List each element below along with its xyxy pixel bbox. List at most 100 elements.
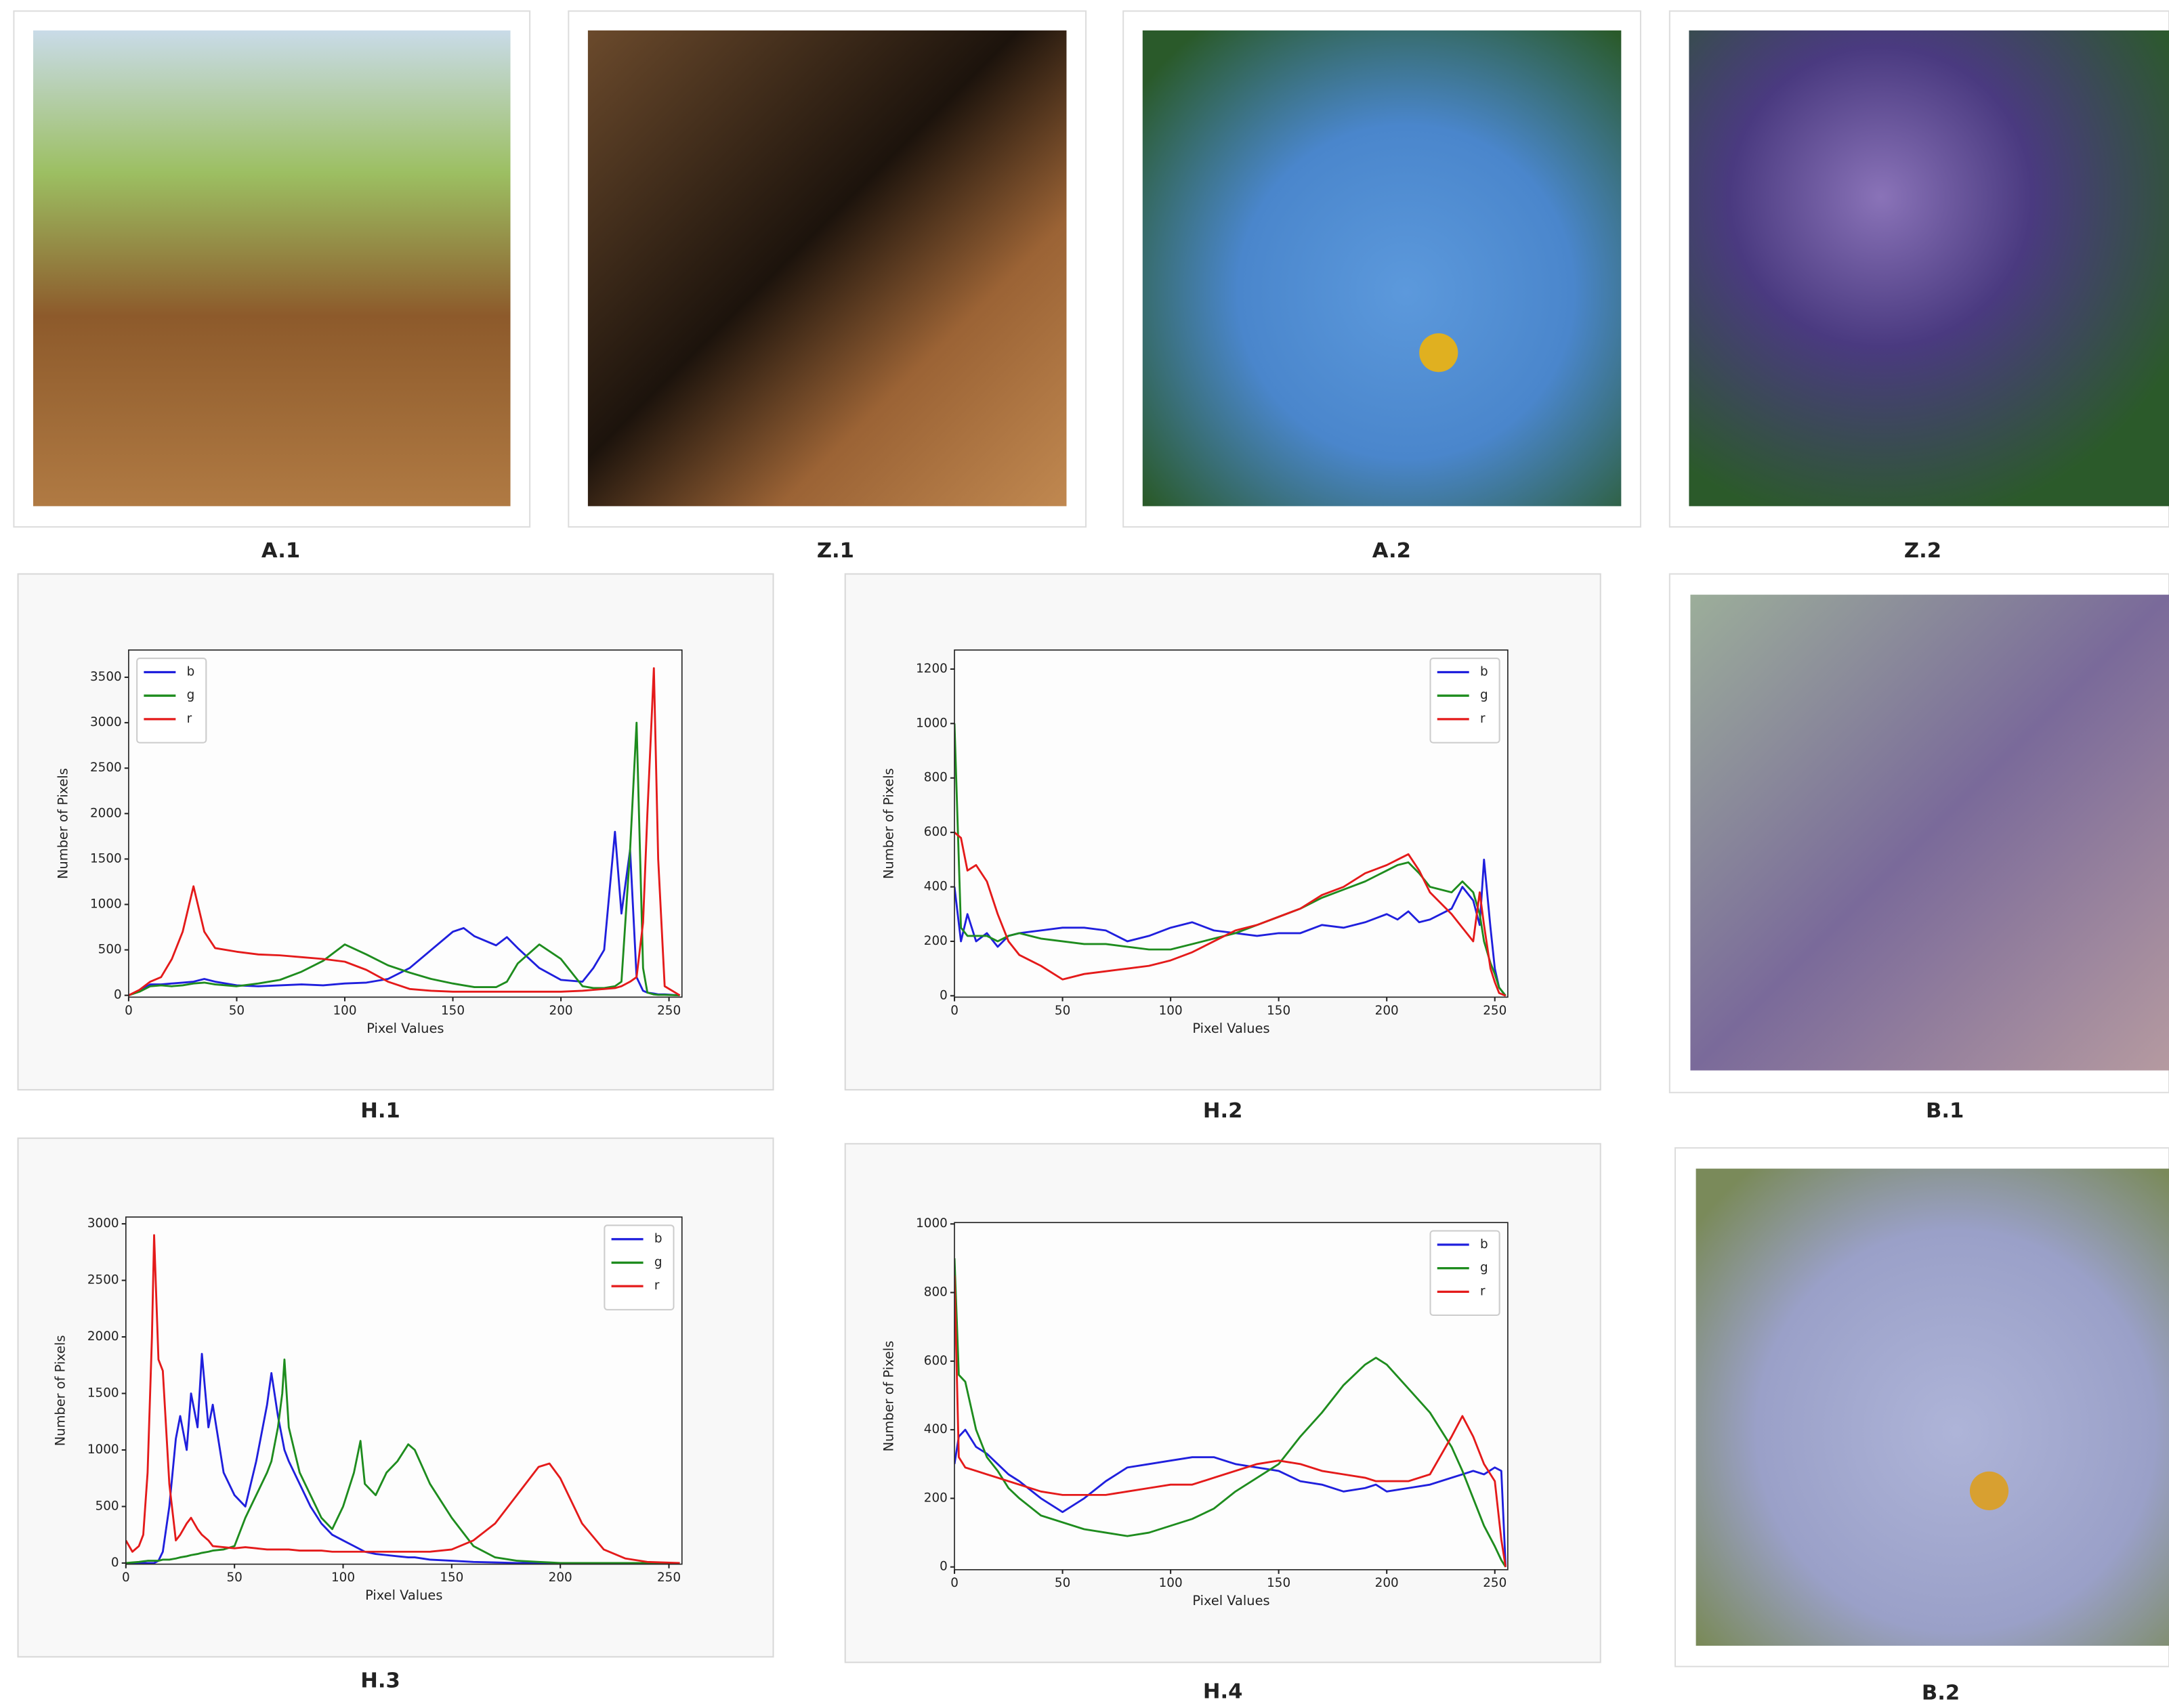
y-tick-label: 2500 <box>87 1273 119 1287</box>
photo <box>1143 30 1622 506</box>
y-tick-label: 2000 <box>87 1329 119 1344</box>
y-tick-label: 3500 <box>90 670 122 684</box>
x-tick-label: 0 <box>125 1004 133 1018</box>
chart: 0 50 100 150 200 250 0 200 400 600 800 1000 Pixel Va… <box>845 1144 1601 1704</box>
x-tick-label: 100 <box>333 1004 356 1018</box>
plot-area <box>126 1217 682 1564</box>
photo <box>588 30 1067 506</box>
y-tick-label: 1500 <box>87 1386 119 1401</box>
x-tick-label: 0 <box>950 1004 959 1018</box>
figure: A.1 Z.1 A.2 Z.2 B.1 B.2 0501001502002500… <box>0 0 2169 1708</box>
x-axis-label: Pixel Values <box>1192 1593 1269 1608</box>
y-tick-label: 0 <box>111 1556 119 1570</box>
chart: 0501001502002500500100015002000250030003… <box>18 574 774 1123</box>
plot-area <box>129 650 682 998</box>
plot-area <box>954 650 1508 998</box>
x-tick-label: 0 <box>950 1576 959 1590</box>
x-tick-label: 50 <box>1055 1004 1070 1018</box>
legend-label: g <box>1480 1261 1488 1275</box>
y-tick-label: 400 <box>924 880 948 894</box>
photo <box>1689 30 2169 506</box>
x-tick-label: 50 <box>1055 1576 1070 1590</box>
x-tick-label: 200 <box>1375 1576 1399 1590</box>
y-axis-label: Number of Pixels <box>52 1335 68 1446</box>
y-tick-label: 800 <box>924 1285 948 1300</box>
legend-box <box>1431 658 1500 743</box>
legend-label: g <box>1480 688 1488 702</box>
y-tick-label: 1500 <box>90 851 122 866</box>
legend-box <box>1431 1231 1500 1315</box>
x-tick-label: 50 <box>226 1571 242 1585</box>
y-tick-label: 1000 <box>916 1216 948 1231</box>
y-tick-label: 1000 <box>87 1443 119 1457</box>
x-tick-label: 200 <box>1375 1004 1399 1018</box>
y-tick-label: 2000 <box>90 806 122 820</box>
legend-label: g <box>187 688 195 702</box>
y-tick-label: 1000 <box>90 897 122 911</box>
x-tick-label: 250 <box>657 1004 681 1018</box>
x-tick-label: 150 <box>1267 1004 1290 1018</box>
caption: A.1 <box>261 539 300 563</box>
x-tick-label: 100 <box>1159 1004 1183 1018</box>
legend-box <box>137 658 206 743</box>
y-tick-label: 500 <box>98 943 122 957</box>
legend-label: b <box>187 664 195 679</box>
y-tick-label: 400 <box>924 1422 948 1436</box>
caption: H.2 <box>1203 1099 1243 1123</box>
x-tick-label: 250 <box>1483 1576 1507 1590</box>
photo <box>1696 1169 2169 1646</box>
y-tick-label: 600 <box>924 825 948 839</box>
caption: Z.1 <box>817 539 854 563</box>
y-tick-label: 0 <box>940 1560 948 1574</box>
legend-label: b <box>1480 1237 1488 1252</box>
x-axis-label: Pixel Values <box>1192 1021 1269 1036</box>
y-tick-label: 1200 <box>916 662 948 676</box>
plot-area <box>954 1222 1508 1570</box>
caption: H.4 <box>1203 1680 1243 1704</box>
x-tick-label: 200 <box>549 1004 573 1018</box>
y-tick-label: 0 <box>940 988 948 1002</box>
x-tick-label: 250 <box>657 1571 681 1585</box>
x-tick-label: 100 <box>1159 1576 1183 1590</box>
x-axis-label: Pixel Values <box>365 1587 442 1603</box>
caption: Z.2 <box>1904 539 1941 563</box>
y-axis-label: Number of Pixels <box>55 768 70 879</box>
flower-center <box>1970 1472 2008 1510</box>
x-tick-label: 50 <box>229 1004 245 1018</box>
photo <box>33 30 511 506</box>
legend-label: r <box>654 1279 660 1293</box>
y-tick-label: 3000 <box>87 1216 119 1231</box>
legend-label: b <box>654 1232 662 1246</box>
x-tick-label: 0 <box>122 1571 130 1585</box>
y-tick-label: 0 <box>114 988 122 1002</box>
y-axis-label: Number of Pixels <box>881 1341 897 1452</box>
y-tick-label: 200 <box>924 934 948 948</box>
x-tick-label: 150 <box>441 1004 465 1018</box>
legend-box <box>604 1225 673 1310</box>
x-axis-label: Pixel Values <box>366 1021 444 1036</box>
flower-center <box>1419 333 1458 372</box>
legend-label: g <box>654 1255 662 1269</box>
x-tick-label: 150 <box>1267 1576 1290 1590</box>
caption: B.2 <box>1922 1682 1960 1705</box>
page: {"images": [ {"caption": "A.1"}, {"capti… <box>0 0 2169 1708</box>
y-axis-label: Number of Pixels <box>881 768 897 879</box>
legend-label: b <box>1480 664 1488 679</box>
caption: H.3 <box>360 1669 400 1692</box>
y-tick-label: 2500 <box>90 761 122 775</box>
caption: A.2 <box>1372 539 1411 563</box>
x-tick-label: 100 <box>331 1571 355 1585</box>
x-tick-label: 200 <box>549 1571 572 1585</box>
y-tick-label: 600 <box>924 1354 948 1368</box>
legend-label: r <box>1480 712 1486 726</box>
x-tick-label: 150 <box>440 1571 463 1585</box>
caption: H.1 <box>360 1099 400 1123</box>
legend-label: r <box>1480 1284 1486 1298</box>
y-tick-label: 3000 <box>90 715 122 729</box>
y-tick-label: 200 <box>924 1491 948 1505</box>
y-tick-label: 800 <box>924 771 948 785</box>
legend-label: r <box>187 712 192 726</box>
y-tick-label: 500 <box>96 1499 119 1513</box>
